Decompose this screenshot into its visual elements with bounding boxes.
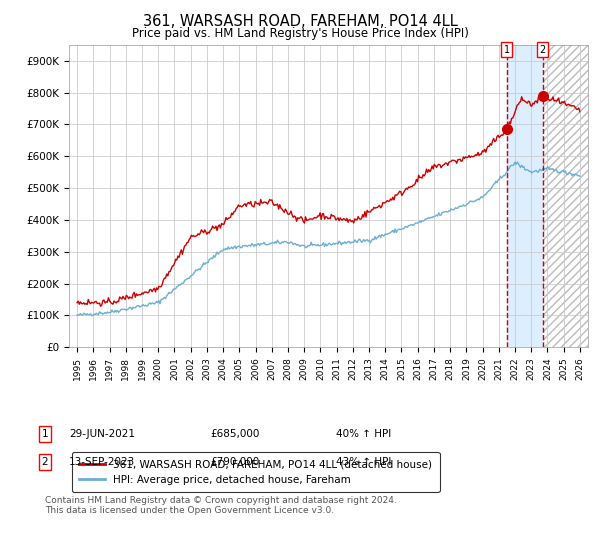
Text: £790,000: £790,000 [210, 457, 259, 467]
Text: 40% ↑ HPI: 40% ↑ HPI [336, 429, 391, 439]
Text: 13-SEP-2023: 13-SEP-2023 [69, 457, 135, 467]
Text: Contains HM Land Registry data © Crown copyright and database right 2024.
This d: Contains HM Land Registry data © Crown c… [45, 496, 397, 515]
Text: 29-JUN-2021: 29-JUN-2021 [69, 429, 135, 439]
Text: Price paid vs. HM Land Registry's House Price Index (HPI): Price paid vs. HM Land Registry's House … [131, 27, 469, 40]
Text: 2: 2 [41, 457, 49, 467]
Text: 1: 1 [503, 45, 510, 54]
Legend: 361, WARSASH ROAD, FAREHAM, PO14 4LL (detached house), HPI: Average price, detac: 361, WARSASH ROAD, FAREHAM, PO14 4LL (de… [71, 452, 440, 492]
Text: 361, WARSASH ROAD, FAREHAM, PO14 4LL: 361, WARSASH ROAD, FAREHAM, PO14 4LL [143, 14, 457, 29]
Text: 1: 1 [41, 429, 49, 439]
Bar [543, 45, 588, 347]
Text: 2: 2 [539, 45, 546, 54]
Text: 43% ↑ HPI: 43% ↑ HPI [336, 457, 391, 467]
Bar [507, 45, 543, 347]
Text: £685,000: £685,000 [210, 429, 259, 439]
